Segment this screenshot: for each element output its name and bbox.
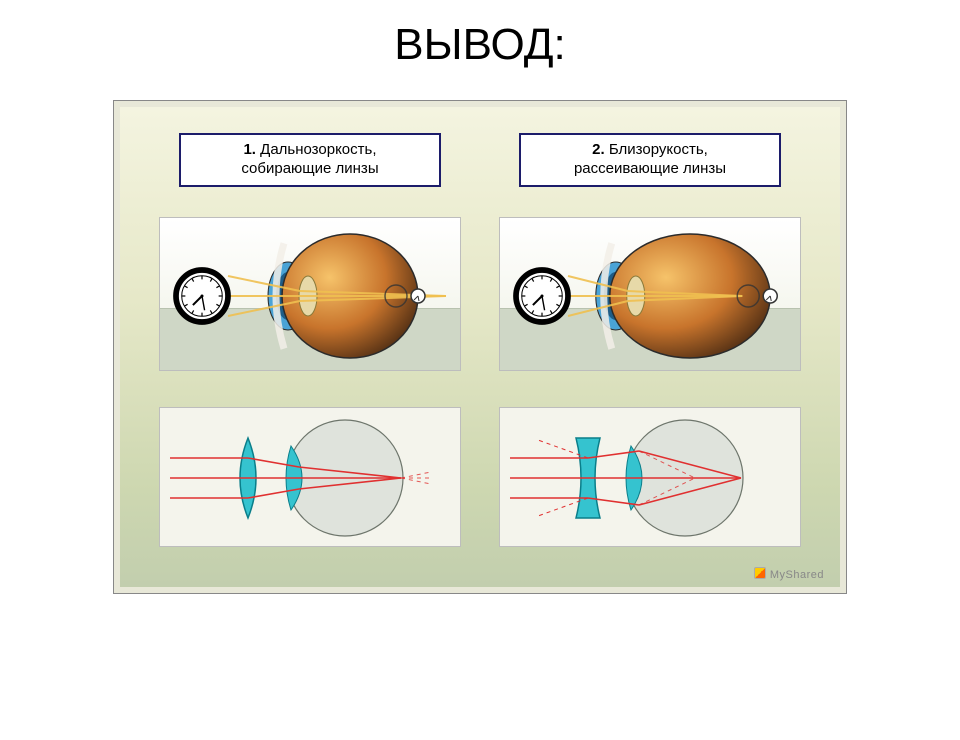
header-num-2: 2.	[592, 141, 605, 158]
header-line2-1: собирающие линзы	[241, 160, 378, 177]
header-hyperopia: 1. Дальнозоркость, собирающие линзы	[179, 133, 441, 187]
watermark-text: MyShared	[770, 569, 824, 581]
slide-title: ВЫВОД:	[0, 20, 960, 70]
header-line2-2: рассеивающие линзы	[574, 160, 726, 177]
header-line1-2: Близорукость,	[609, 141, 708, 158]
figure: 1. Дальнозоркость, собирающие линзы 2. Б…	[120, 107, 840, 587]
scheme-converging	[159, 407, 461, 547]
eye-row	[120, 217, 840, 371]
header-row: 1. Дальнозоркость, собирающие линзы 2. Б…	[120, 133, 840, 187]
eye-panel-myopia	[499, 217, 801, 371]
scheme-diverging	[499, 407, 801, 547]
header-myopia: 2. Близорукость, рассеивающие линзы	[519, 133, 781, 187]
header-line1-1: Дальнозоркость,	[260, 141, 376, 158]
scheme-row	[120, 407, 840, 547]
figure-frame: 1. Дальнозоркость, собирающие линзы 2. Б…	[113, 100, 847, 594]
header-num-1: 1.	[243, 141, 256, 158]
watermark-icon	[754, 567, 766, 579]
eye-panel-hyperopia	[159, 217, 461, 371]
watermark: MyShared	[754, 567, 824, 581]
